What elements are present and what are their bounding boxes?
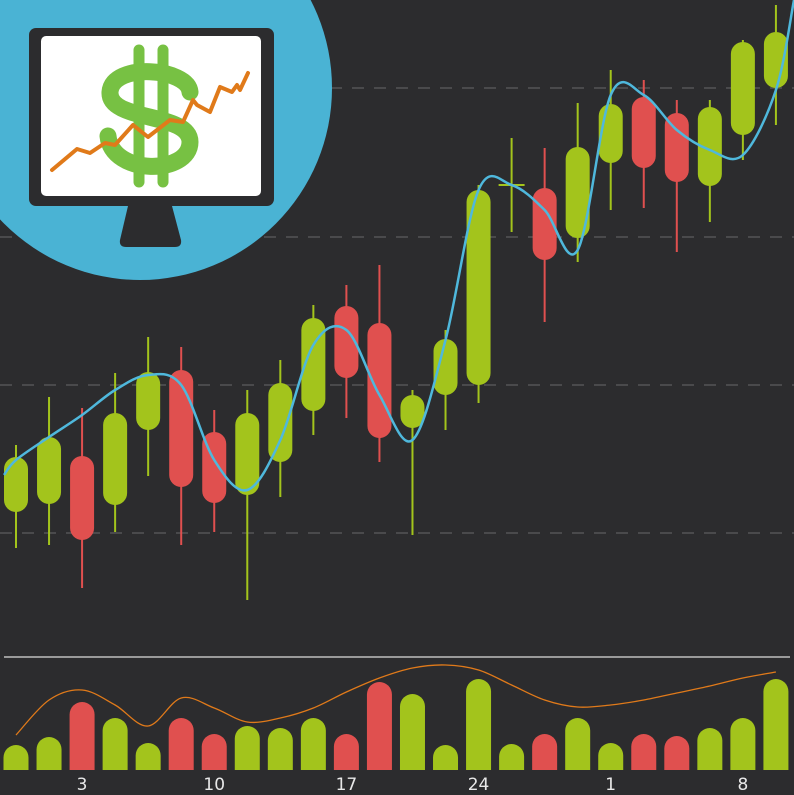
candle-body [268,383,293,462]
candle-down [631,80,656,208]
monitor-stand [119,206,182,247]
candle-body [4,457,28,512]
volume-bar [36,737,62,770]
volume-average-line [15,664,777,736]
candle-up [565,103,590,262]
candle-down [532,148,557,322]
candle-up [697,100,722,222]
moving-average-line [2,0,794,492]
volume-bar [135,743,161,770]
candle-body [235,413,260,495]
volume-bar [565,718,591,770]
volume-bar [234,726,260,770]
volume-bar [730,718,756,770]
candle-up [301,305,326,435]
candle-up [103,373,128,532]
volume-bar [697,728,723,770]
volume-bar [366,682,392,770]
candle-body [367,323,392,438]
candle-body [334,306,359,378]
x-tick-label: 1 [605,775,616,795]
candle-up [136,337,161,476]
candle-body [37,437,62,504]
candle-body [466,190,491,385]
candle-down [169,347,194,545]
candle-down [70,408,95,588]
candle-down [334,285,359,418]
candle-up [268,360,293,497]
candle-up [37,397,62,545]
candle-body [730,42,755,135]
candle-down [367,265,392,462]
volume-bar [532,733,558,770]
volume-bar [102,718,128,770]
candle-body [103,413,128,505]
monitor-dollar-growth-icon [0,0,332,280]
x-tick-label: 17 [336,775,358,795]
candle-body [433,339,458,395]
x-tick-label: 10 [203,775,225,795]
x-axis-ticks: 3 10 17 24 1 8 [77,775,749,795]
candle-up [400,390,425,535]
x-tick-label: 3 [77,775,88,795]
candle-body [532,188,557,260]
candle-up [730,40,755,160]
candle-body [70,456,95,540]
volume-bar [598,743,624,770]
x-tick-label: 24 [468,775,490,795]
x-tick-label: 8 [737,775,748,795]
candle-body [697,107,722,186]
candle-body [664,113,689,182]
volume-bar [201,733,227,770]
volume-bar [763,679,789,770]
volume-bar [631,733,657,770]
volume-bar [3,745,29,770]
candle-body [301,318,326,411]
volume-bar [168,718,194,770]
volume-bar [499,744,525,770]
candle-up [4,445,28,548]
candle-up [763,5,788,125]
candle-up [433,330,458,430]
candle-body [565,147,590,238]
growth-line-icon [50,71,250,172]
volume-bar [466,679,492,770]
candle-body [400,395,425,428]
volume-bar [267,728,293,770]
candle-body [631,97,656,168]
volume-bar [664,735,690,770]
volume-bar [433,745,459,770]
candle-body [763,32,788,88]
volume-bar [300,718,326,770]
volume-bar [333,733,359,770]
candle-up [235,390,260,600]
volume-bars [3,679,789,770]
dollar-sign-icon [99,44,199,188]
candle-up [598,70,623,210]
volume-bar [69,702,95,770]
candle-up [466,185,491,403]
candle-body [169,370,194,487]
volume-bar [399,694,425,770]
candle-body [136,372,161,430]
candle-down [664,100,689,252]
